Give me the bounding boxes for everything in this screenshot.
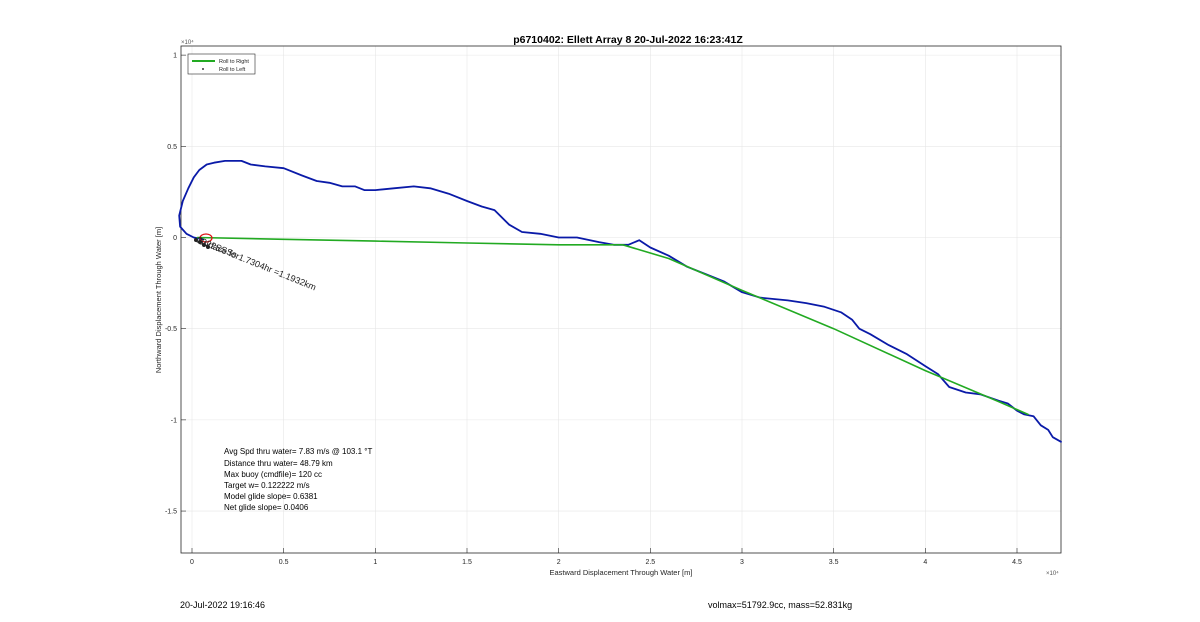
x-tick-label: 2 (557, 559, 561, 566)
y-exponent-label: ×10⁴ (181, 39, 194, 46)
y-tick-label: 0 (173, 235, 177, 242)
stat-distance: Distance thru water= 48.79 km (224, 459, 333, 468)
stat-max-buoy: Max buoy (cmdfile)= 120 cc (224, 470, 322, 479)
x-tick-label: 0.5 (279, 559, 289, 566)
y-tick-label: 0.5 (167, 144, 177, 151)
legend-dot-roll-left (202, 68, 204, 70)
grid-lines (181, 46, 1061, 553)
x-tick-label: 1.5 (462, 559, 472, 566)
legend: Roll to Right Roll to Left (187, 53, 256, 75)
stat-model-glide: Model glide slope= 0.6381 (224, 492, 318, 501)
x-tick-label: 3.5 (829, 559, 839, 566)
x-tick-label: 1 (373, 559, 377, 566)
y-axis-label: Northward Displacement Through Water [m] (154, 227, 163, 373)
stat-net-glide: Net glide slope= 0.0406 (224, 503, 309, 512)
x-tick-label: 3 (740, 559, 744, 566)
x-tick-label: 2.5 (645, 559, 655, 566)
y-tick-label: -1.5 (165, 509, 177, 516)
axes-box (180, 45, 1062, 554)
stat-target-w: Target w= 0.122222 m/s (224, 481, 310, 490)
x-tick-label: 4.5 (1012, 559, 1022, 566)
y-tick-label: 1 (173, 53, 177, 60)
footer-volmax-mass: volmax=51792.9cc, mass=52.831kg (708, 600, 853, 610)
series-line-net (196, 236, 1029, 416)
legend-label-roll-left: Roll to Left (219, 67, 246, 73)
y-tick-label: -0.5 (165, 326, 177, 333)
x-axis-label: Eastward Displacement Through Water [m] (550, 568, 693, 577)
x-exponent-label: ×10⁴ (1046, 570, 1059, 577)
surface-marker (199, 233, 213, 243)
x-tick-label: 0 (190, 559, 194, 566)
x-tick-label: 4 (923, 559, 927, 566)
chart-title: p6710402: Ellett Array 8 20-Jul-2022 16:… (513, 34, 743, 46)
legend-box (187, 53, 256, 75)
y-tick-label: -1 (171, 417, 177, 424)
legend-label-roll-right: Roll to Right (219, 59, 249, 65)
surface-duration-label: Surface for1.7304hr =1.1932km (196, 236, 317, 293)
stats-text-block: Avg Spd thru water= 7.83 m/s @ 103.1 °T … (224, 447, 372, 512)
series-layer (178, 160, 1062, 443)
axis-ticks: 0 0.5 1 1.5 2 2.5 3 3.5 4 4.5 1 0.5 0 -0.5 -1 -1.5 (165, 53, 1022, 566)
stat-avg-speed: Avg Spd thru water= 7.83 m/s @ 103.1 °T (224, 447, 372, 456)
start-marker-cluster (194, 238, 210, 249)
footer-timestamp: 20-Jul-2022 19:16:46 (180, 600, 266, 610)
series-line-track (178, 160, 1062, 443)
annotation-layer: 2022SSSs Surface for1.7304hr =1.1932km (194, 233, 318, 293)
